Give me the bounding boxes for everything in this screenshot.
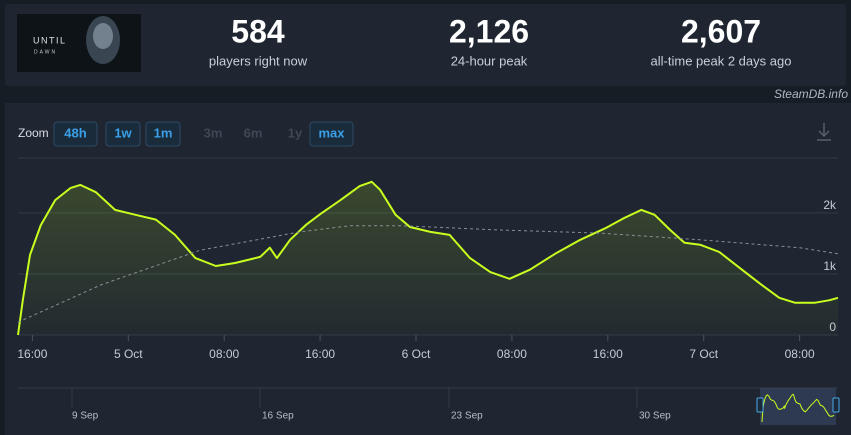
navigator (761, 393, 835, 423)
navigator-label: 16 Sep (262, 411, 294, 422)
zoom-button-label[interactable]: 48h (64, 125, 86, 140)
zoom-button[interactable] (145, 121, 181, 147)
x-tick-label: 7 Oct (689, 347, 718, 361)
stat-label: 24-hour peak (451, 53, 528, 68)
header-panel (5, 4, 846, 86)
zoom-button[interactable] (105, 121, 141, 147)
zoom-buttons: 48h 1w 1m 3m 6m 1y max (53, 121, 354, 147)
zoom-button-label[interactable]: max (318, 125, 345, 140)
x-tick-label: 08:00 (785, 347, 815, 361)
logo-text: UNTIL (33, 35, 67, 45)
zoom-button-label: 1y (288, 125, 303, 140)
zoom-button-label[interactable]: 1m (154, 125, 173, 140)
navigator-label: 9 Sep (72, 411, 99, 422)
x-tick-label: 08:00 (497, 347, 527, 361)
stat-label: players right now (209, 53, 308, 68)
game-logo (17, 14, 141, 72)
stat-value: 2,607 (681, 13, 761, 49)
x-tick-label: 5 Oct (114, 347, 143, 361)
zoom-button-label: 6m (244, 125, 263, 140)
series-line (17, 180, 839, 336)
x-tick-label: 08:00 (209, 347, 239, 361)
source-label: SteamDB.info (774, 87, 848, 101)
zoom-button[interactable] (309, 121, 354, 147)
x-tick-label: 16:00 (305, 347, 335, 361)
logo-text: DAWN (34, 49, 57, 55)
stat-value: 584 (231, 13, 285, 49)
x-tick-label: 16:00 (17, 347, 47, 361)
stat-label: all-time peak 2 days ago (651, 53, 792, 68)
plot (17, 180, 839, 336)
zoom-button-label[interactable]: 1w (114, 125, 132, 140)
axes: 0 1k 2k 16:00 5 Oct 08:00 16:00 6 Oct 08:00 16:00… (17, 198, 837, 361)
y-tick-label: 1k (823, 259, 837, 273)
navigator-label: 30 Sep (639, 411, 671, 422)
stat-value: 2,126 (449, 13, 529, 49)
navigator-window[interactable] (760, 388, 836, 425)
navigator-handle[interactable] (832, 397, 840, 413)
y-tick-label: 2k (823, 198, 837, 212)
download-icon[interactable] (817, 123, 831, 141)
navigator-line (761, 393, 835, 423)
x-tick-label: 6 Oct (402, 347, 431, 361)
y-tick-label: 0 (829, 320, 836, 334)
navigator-handle[interactable] (756, 397, 764, 413)
average-line (17, 225, 839, 323)
navigator-label: 23 Sep (451, 411, 483, 422)
zoom-button-label: 3m (204, 125, 223, 140)
x-tick-label: 16:00 (593, 347, 623, 361)
logo-skull-highlight (93, 23, 113, 49)
download-arrow-head (818, 130, 830, 138)
zoom-label: Zoom (18, 126, 49, 140)
series-area (18, 181, 838, 335)
zoom-button[interactable] (53, 121, 98, 147)
